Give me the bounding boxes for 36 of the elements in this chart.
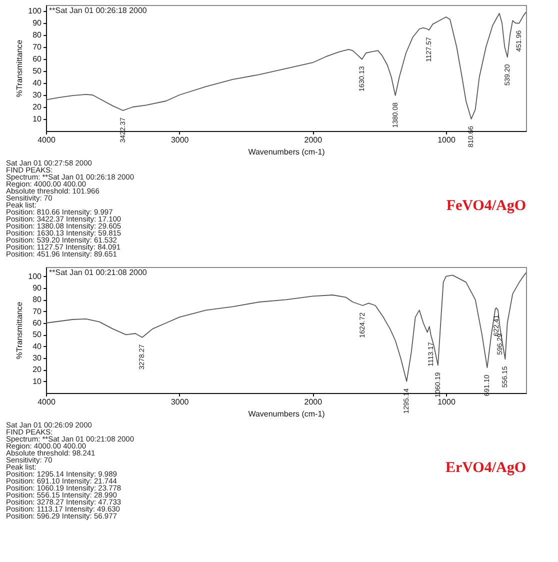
y-tick-label: 10 [32, 114, 42, 124]
y-tick-label: 20 [32, 365, 42, 374]
x-tick-label: 1000 [438, 398, 456, 406]
y-tick-label: 50 [32, 66, 42, 76]
text: **Sat Jan 01 00:21:08 2000 [49, 268, 148, 277]
x-axis-title: Wavenumbers (cm-1) [248, 148, 326, 156]
y-tick-label: 40 [32, 342, 42, 351]
y-tick-label: 30 [32, 90, 42, 100]
y-tick-label: 90 [32, 284, 42, 292]
x-tick-label: 2000 [304, 136, 323, 144]
y-axis-title: %Transmittance [15, 301, 24, 360]
x-tick-label: 1000 [438, 136, 456, 144]
text: ErVO4/AgO [445, 460, 526, 476]
y-tick-label: 50 [32, 330, 42, 340]
x-tick-label: 2000 [304, 398, 323, 406]
y-tick-label: 100 [28, 272, 42, 281]
x-tick-label: 4000 [38, 136, 56, 144]
y-tick-label: 60 [32, 54, 42, 64]
x-tick-label: 3000 [170, 136, 190, 144]
y-axis-title: %Transmittance [15, 39, 24, 98]
x-axis-title: Wavenumbers (cm-1) [248, 410, 326, 418]
y-tick-label: 70 [32, 306, 42, 316]
y-tick-label: 20 [32, 102, 42, 112]
y-tick-label: 100 [28, 6, 42, 16]
y-tick-label: 60 [32, 318, 42, 328]
text: FeVO4/AgO [446, 198, 526, 214]
text: **Sat Jan 01 00:26:18 2000 [49, 6, 148, 15]
y-tick-label: 10 [32, 376, 42, 386]
y-tick-label: 90 [32, 18, 42, 28]
y-tick-label: 80 [32, 295, 42, 304]
y-tick-label: 70 [32, 42, 42, 52]
x-tick-label: 4000 [38, 398, 56, 406]
y-tick-label: 80 [32, 30, 42, 40]
y-tick-label: 40 [32, 78, 42, 88]
x-tick-label: 3000 [170, 398, 190, 406]
y-tick-label: 30 [32, 354, 42, 362]
